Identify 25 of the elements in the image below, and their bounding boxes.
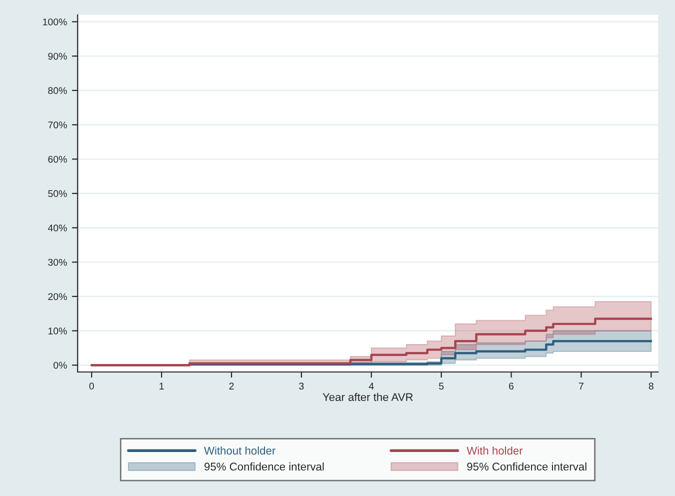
y-tick-label: 0% xyxy=(54,362,67,369)
text: Without holder xyxy=(204,446,276,455)
x-axis-title: Year after the AVR xyxy=(322,392,413,402)
x-tick-label: 6 xyxy=(509,382,514,390)
y-tick-label: 40% xyxy=(48,224,67,232)
y-tick-label: 60% xyxy=(48,156,67,163)
x-tick-label: 2 xyxy=(229,382,234,390)
x-tick-label: 4 xyxy=(368,382,374,390)
x-tick-label: 8 xyxy=(648,382,654,390)
text: 95% Confidence interval xyxy=(467,462,586,471)
y-tick-label: 100% xyxy=(43,18,67,26)
text: With holder xyxy=(466,446,523,455)
y-tick-label: 80% xyxy=(48,87,67,94)
x-tick-label: 7 xyxy=(578,382,584,390)
y-tick-label: 70% xyxy=(48,121,67,128)
x-tick-label: 0 xyxy=(89,382,94,390)
x-tick-label: 1 xyxy=(160,382,164,390)
y-tick-label: 20% xyxy=(48,293,67,300)
text: 95% Confidence interval xyxy=(204,462,324,471)
y-tick-label: 90% xyxy=(48,52,67,60)
y-tick-label: 50% xyxy=(48,190,67,198)
y-tick-label: 10% xyxy=(48,328,67,334)
x-tick-label: 3 xyxy=(299,382,304,390)
x-tick-label: 5 xyxy=(438,382,444,390)
y-tick-label: 30% xyxy=(48,258,67,266)
